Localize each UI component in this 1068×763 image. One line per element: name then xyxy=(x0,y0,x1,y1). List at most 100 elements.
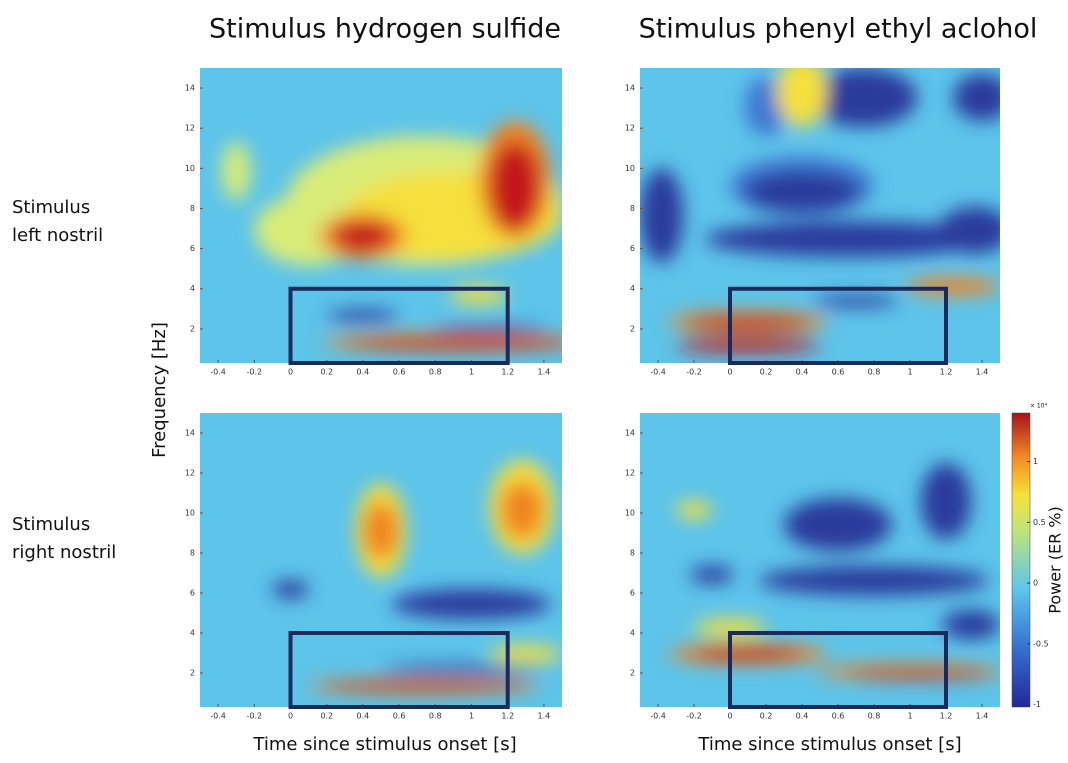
power-region xyxy=(694,648,802,660)
x-tick-label: 1 xyxy=(469,368,474,377)
row-label: left nostril xyxy=(12,225,103,246)
y-tick-label: 10 xyxy=(625,509,635,518)
figure: Stimulus hydrogen sulfide Stimulus pheny… xyxy=(0,0,1068,759)
y-tick-label: 6 xyxy=(190,589,195,598)
colorbar-exponent: × 10⁴ xyxy=(1030,403,1048,410)
power-region xyxy=(222,142,251,201)
x-tick-label: 1 xyxy=(469,712,474,721)
column-title: Stimulus phenyl ethyl aclohol xyxy=(639,14,1038,45)
x-tick-label: -0.4 xyxy=(210,368,226,377)
x-tick-label: 0.8 xyxy=(429,712,442,721)
x-tick-label: -0.4 xyxy=(650,712,666,721)
power-region xyxy=(744,171,859,212)
y-tick-label: 2 xyxy=(630,669,635,678)
y-tick-label: 12 xyxy=(625,124,635,133)
x-tick-label: 1.2 xyxy=(940,712,953,721)
power-map xyxy=(640,56,1011,363)
x-tick-label: 0.8 xyxy=(429,368,442,377)
x-axis-label: Time since stimulus onset [s] xyxy=(697,734,961,755)
y-tick-label: 14 xyxy=(185,84,195,93)
y-tick-label: 4 xyxy=(630,629,635,638)
x-tick-label: 0.2 xyxy=(760,368,773,377)
x-tick-label: 0.8 xyxy=(868,368,881,377)
colorbar xyxy=(1012,413,1030,707)
y-tick-label: 14 xyxy=(625,429,635,438)
y-tick-label: 8 xyxy=(630,204,635,213)
y-tick-label: 2 xyxy=(630,324,635,333)
x-tick-label: 0 xyxy=(727,368,732,377)
x-tick-label: -0.4 xyxy=(650,368,666,377)
x-tick-label: 0.6 xyxy=(832,712,845,721)
power-region xyxy=(676,338,820,353)
y-tick-label: 14 xyxy=(185,429,195,438)
x-tick-label: 0.8 xyxy=(868,712,881,721)
power-region xyxy=(942,610,1000,639)
power-region xyxy=(759,566,989,595)
y-tick-label: 4 xyxy=(190,284,195,293)
x-tick-label: 1.2 xyxy=(501,368,514,377)
y-tick-label: 12 xyxy=(625,469,635,478)
x-tick-label: 0.4 xyxy=(796,712,809,721)
power-region xyxy=(345,339,577,350)
x-tick-label: 1.2 xyxy=(940,368,953,377)
y-tick-label: 14 xyxy=(625,84,635,93)
x-tick-label: -0.4 xyxy=(210,712,226,721)
x-tick-label: -0.2 xyxy=(686,712,702,721)
x-tick-label: 0.6 xyxy=(393,368,406,377)
colorbar-label: Power (ER %) xyxy=(1046,506,1065,613)
y-tick-label: 4 xyxy=(630,284,635,293)
y-tick-label: 4 xyxy=(190,629,195,638)
x-tick-label: 1.2 xyxy=(501,712,514,721)
x-tick-label: 1.4 xyxy=(538,712,551,721)
power-region xyxy=(921,463,971,539)
y-tick-label: 2 xyxy=(190,324,195,333)
row-label: right nostril xyxy=(12,542,116,563)
power-region xyxy=(640,168,683,262)
row-label: Stimulus xyxy=(12,514,90,535)
x-tick-label: 1 xyxy=(907,712,912,721)
y-tick-label: 8 xyxy=(630,549,635,558)
x-tick-label: 0.2 xyxy=(320,368,333,377)
power-region xyxy=(272,581,308,599)
y-tick-label: 6 xyxy=(630,589,635,598)
row-label: Stimulus xyxy=(12,197,90,218)
y-axis-label: Frequency [Hz] xyxy=(149,322,170,458)
power-region xyxy=(906,277,1000,295)
y-tick-label: 6 xyxy=(630,244,635,253)
colorbar-tick-label: 1 xyxy=(1033,457,1038,466)
colorbar-tick-label: 0.5 xyxy=(1033,518,1046,527)
x-tick-label: 0.4 xyxy=(357,368,370,377)
x-axis-label: Time since stimulus onset [s] xyxy=(252,734,516,755)
x-tick-label: -0.2 xyxy=(246,712,262,721)
y-tick-label: 10 xyxy=(185,509,195,518)
power-region xyxy=(327,310,399,322)
power-region xyxy=(687,317,809,329)
power-region xyxy=(777,56,827,127)
power-region xyxy=(690,566,733,584)
x-tick-label: 0.4 xyxy=(796,368,809,377)
x-tick-label: 0 xyxy=(288,368,293,377)
x-tick-label: 1.4 xyxy=(538,368,551,377)
y-tick-label: 8 xyxy=(190,204,195,213)
x-tick-label: 0.6 xyxy=(393,712,406,721)
power-region xyxy=(500,481,543,540)
x-tick-label: 1 xyxy=(907,368,912,377)
colorbar-tick-label: -1 xyxy=(1033,700,1041,709)
y-tick-label: 12 xyxy=(185,124,195,133)
power-region xyxy=(323,682,526,690)
power-region xyxy=(676,501,712,519)
x-tick-label: 0.6 xyxy=(832,368,845,377)
power-region xyxy=(490,645,562,663)
power-map xyxy=(200,68,584,363)
y-tick-label: 12 xyxy=(185,469,195,478)
power-region xyxy=(392,589,551,618)
x-tick-label: -0.2 xyxy=(246,368,262,377)
x-tick-label: 0.2 xyxy=(760,712,773,721)
x-tick-label: 0.4 xyxy=(357,712,370,721)
y-tick-label: 8 xyxy=(190,549,195,558)
power-region xyxy=(363,501,399,560)
power-region xyxy=(381,665,540,673)
power-region xyxy=(432,326,548,333)
power-region xyxy=(953,74,1011,121)
power-region xyxy=(784,498,892,551)
